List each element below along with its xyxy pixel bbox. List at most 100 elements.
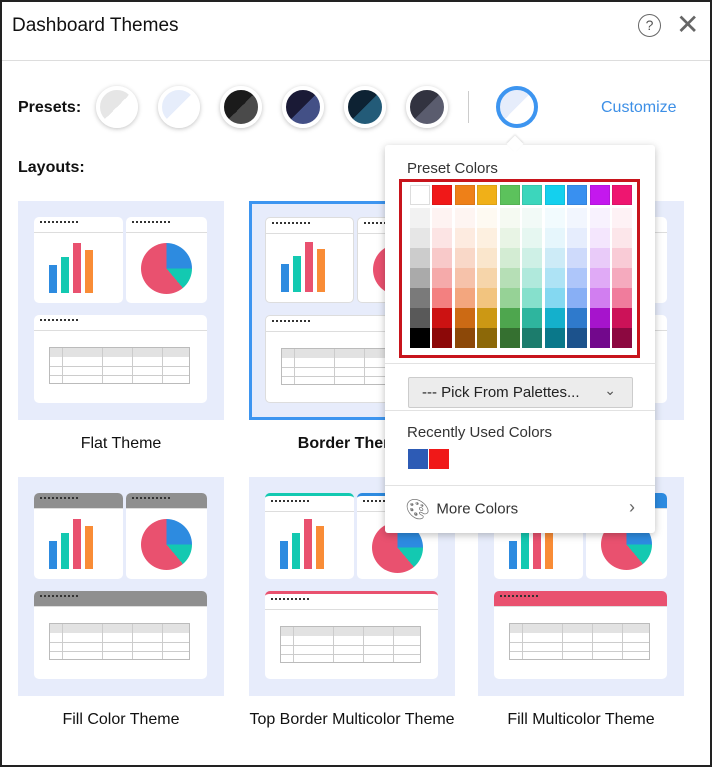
color-swatch[interactable] [455,328,475,348]
color-swatch[interactable] [567,268,587,288]
color-swatch[interactable] [522,328,542,348]
more-colors-button[interactable]: 🎨︎ More Colors [405,497,518,522]
color-swatch[interactable] [567,288,587,308]
color-swatch[interactable] [410,185,430,205]
color-swatch[interactable] [612,308,632,328]
color-swatch[interactable] [522,208,542,228]
color-swatch[interactable] [567,308,587,328]
preset-swatch[interactable] [96,86,138,128]
color-swatch[interactable] [500,228,520,248]
color-swatch[interactable] [410,288,430,308]
color-swatch[interactable] [590,328,610,348]
header-divider [2,60,710,61]
color-swatch[interactable] [567,208,587,228]
preset-swatch[interactable] [406,86,448,128]
color-swatch[interactable] [545,185,565,205]
color-swatch[interactable] [432,288,452,308]
color-swatch[interactable] [612,208,632,228]
color-swatch[interactable] [410,228,430,248]
color-swatch[interactable] [590,185,610,205]
palette-dropdown[interactable]: --- Pick From Palettes... ⌄ [408,377,633,408]
color-swatch[interactable] [477,208,497,228]
color-swatch[interactable] [477,268,497,288]
color-swatch[interactable] [477,185,497,205]
color-swatch[interactable] [432,248,452,268]
layout-card[interactable] [18,201,224,420]
color-swatch[interactable] [432,185,452,205]
color-swatch[interactable] [477,228,497,248]
color-swatch[interactable] [410,248,430,268]
color-swatch[interactable] [432,208,452,228]
color-swatch[interactable] [432,328,452,348]
color-swatch[interactable] [500,308,520,328]
color-swatch[interactable] [612,228,632,248]
color-swatch[interactable] [567,328,587,348]
color-swatch[interactable] [612,328,632,348]
color-swatch[interactable] [612,268,632,288]
color-swatch[interactable] [522,308,542,328]
color-swatch[interactable] [590,248,610,268]
color-swatch[interactable] [410,308,430,328]
color-swatch[interactable] [432,268,452,288]
color-swatch[interactable] [522,248,542,268]
color-swatch[interactable] [455,228,475,248]
color-swatch[interactable] [500,288,520,308]
color-swatch[interactable] [500,248,520,268]
color-swatch[interactable] [567,248,587,268]
color-swatch[interactable] [545,208,565,228]
color-swatch[interactable] [545,248,565,268]
color-swatch[interactable] [612,248,632,268]
preset-swatch[interactable] [344,86,386,128]
color-swatch[interactable] [410,268,430,288]
color-swatch[interactable] [522,268,542,288]
color-swatch[interactable] [500,328,520,348]
color-swatch[interactable] [455,248,475,268]
selected-preset-swatch[interactable] [496,86,538,128]
color-swatch[interactable] [590,228,610,248]
color-swatch[interactable] [567,185,587,205]
color-swatch[interactable] [522,288,542,308]
color-swatch[interactable] [522,185,542,205]
color-swatch[interactable] [455,268,475,288]
layout-card[interactable] [18,477,224,696]
color-swatch[interactable] [612,185,632,205]
preset-swatch[interactable] [282,86,324,128]
color-swatch[interactable] [590,208,610,228]
color-swatch[interactable] [500,208,520,228]
color-swatch[interactable] [432,308,452,328]
recent-color-swatch[interactable] [429,449,449,469]
color-swatch[interactable] [590,308,610,328]
color-swatch[interactable] [590,288,610,308]
color-swatch[interactable] [590,268,610,288]
color-swatch[interactable] [545,288,565,308]
color-swatch[interactable] [545,268,565,288]
color-swatch[interactable] [545,308,565,328]
color-swatch[interactable] [432,228,452,248]
recent-color-swatch[interactable] [408,449,428,469]
color-swatch[interactable] [455,208,475,228]
close-icon[interactable]: ✕ [676,9,700,40]
palette-icon: 🎨︎ [405,499,431,521]
color-swatch[interactable] [477,248,497,268]
color-swatch[interactable] [522,228,542,248]
color-swatch[interactable] [455,308,475,328]
color-swatch[interactable] [455,288,475,308]
color-swatch[interactable] [612,288,632,308]
color-swatch[interactable] [567,228,587,248]
customize-link[interactable]: Customize [601,99,677,116]
layout-card[interactable] [249,477,455,696]
help-icon[interactable]: ? [638,14,661,37]
color-swatch[interactable] [410,208,430,228]
color-swatch[interactable] [545,328,565,348]
color-swatch[interactable] [477,288,497,308]
color-swatch[interactable] [477,308,497,328]
color-swatch[interactable] [500,268,520,288]
chevron-right-icon[interactable]: › [629,497,635,517]
color-swatch[interactable] [500,185,520,205]
color-swatch[interactable] [477,328,497,348]
preset-swatch[interactable] [220,86,262,128]
color-swatch[interactable] [455,185,475,205]
color-swatch[interactable] [410,328,430,348]
preset-swatch[interactable] [158,86,200,128]
color-swatch[interactable] [545,228,565,248]
